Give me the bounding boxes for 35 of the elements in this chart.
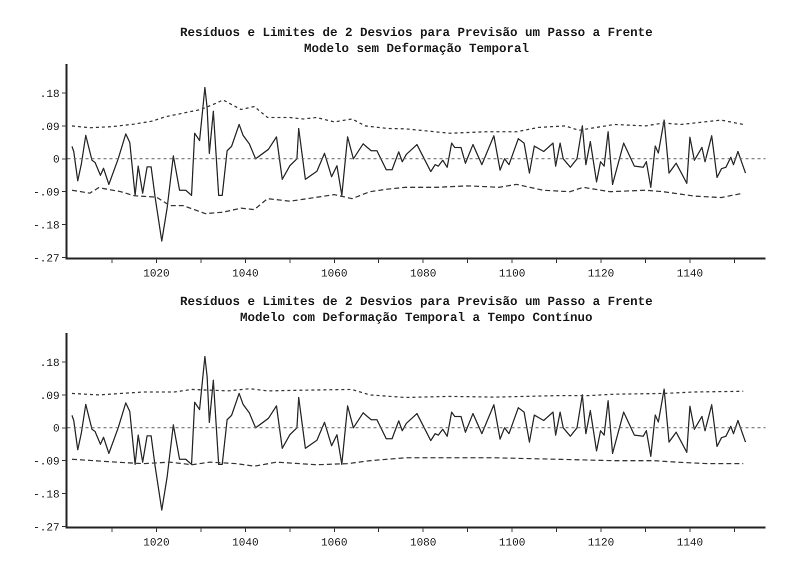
- chart-title: Resíduos e Limites de 2 Desvios para Previsão um Passo a Frente: [180, 295, 653, 309]
- line-series: [71, 356, 746, 511]
- x-tick-label: 1020: [143, 537, 170, 550]
- chart-subtitle: Modelo sem Deformação Temporal: [304, 42, 530, 56]
- line-series: [71, 388, 744, 398]
- x-tick-label: 1120: [588, 537, 614, 550]
- x-tick-label: 1040: [232, 268, 259, 280]
- line-series: [71, 86, 746, 242]
- x-tick-label: 1140: [676, 537, 704, 550]
- y-tick-label: -.27: [33, 522, 60, 534]
- x-tick-label: 1100: [498, 537, 526, 550]
- y-tick-label: .18: [40, 358, 60, 370]
- x-tick-label: 1060: [321, 537, 348, 550]
- x-tick-label: 1140: [676, 268, 704, 280]
- line-series: [71, 457, 744, 467]
- chart-title: Resíduos e Limites de 2 Desvios para Previsão um Passo a Frente: [180, 26, 653, 40]
- x-tick-label: 1080: [410, 268, 436, 280]
- y-tick-label: -.27: [33, 253, 60, 266]
- x-tick-label: 1040: [232, 537, 259, 550]
- x-tick-label: 1080: [410, 537, 436, 550]
- y-tick-label: .09: [40, 122, 60, 134]
- x-tick-label: 1060: [321, 268, 348, 280]
- y-tick-label: 0: [52, 154, 60, 167]
- y-tick-label: 0: [52, 424, 60, 436]
- y-tick-label: -.09: [33, 456, 60, 469]
- y-tick-label: .09: [40, 390, 60, 403]
- x-tick-label: 1020: [143, 268, 170, 280]
- y-tick-label: .18: [40, 88, 60, 101]
- line-series: [71, 99, 744, 134]
- y-tick-label: -.09: [33, 188, 60, 200]
- x-tick-label: 1100: [498, 268, 526, 280]
- x-tick-label: 1120: [588, 268, 614, 280]
- y-tick-label: -.18: [33, 489, 60, 502]
- chart-subtitle: Modelo com Deformação Temporal a Tempo Contínuo: [240, 311, 593, 325]
- y-tick-label: -.18: [33, 220, 60, 232]
